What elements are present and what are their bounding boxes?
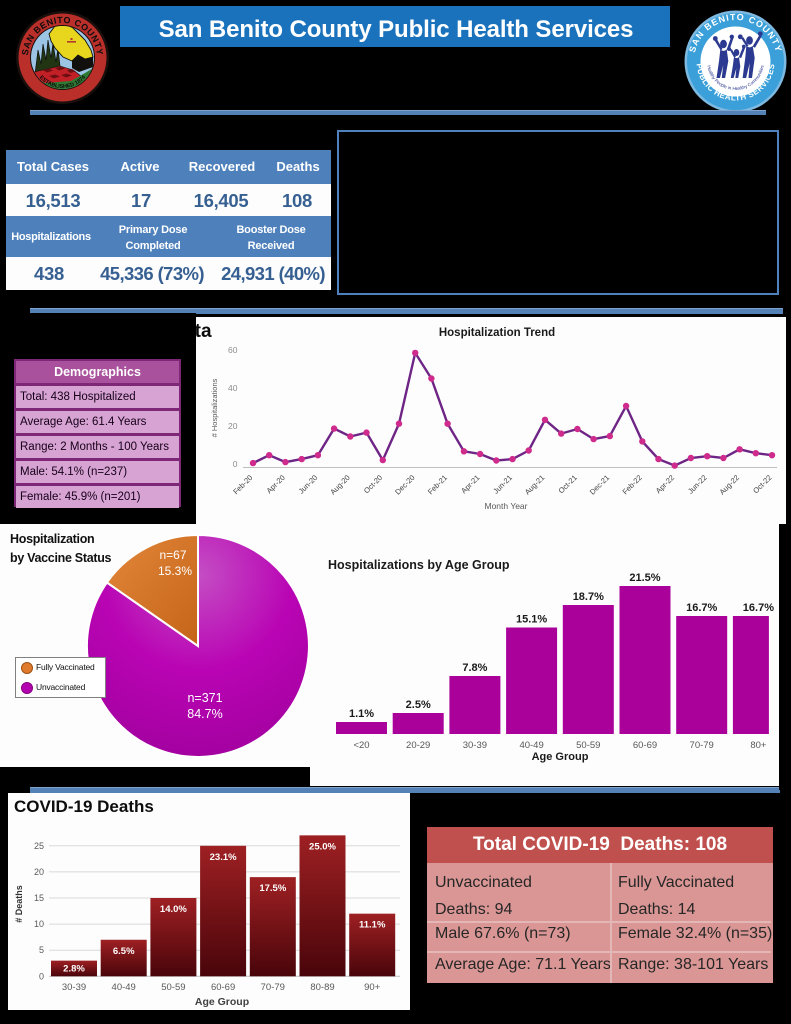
svg-text:Dec-20: Dec-20: [393, 473, 416, 496]
svg-text:n=371: n=371: [187, 691, 222, 705]
svg-text:Feb-22: Feb-22: [621, 473, 644, 496]
svg-text:25: 25: [34, 841, 44, 851]
svg-text:84.7%: 84.7%: [187, 707, 222, 721]
svg-text:60-69: 60-69: [211, 982, 235, 993]
svg-text:25.0%: 25.0%: [309, 841, 336, 852]
svg-text:11.1%: 11.1%: [359, 920, 386, 931]
svg-text:15.1%: 15.1%: [516, 614, 547, 626]
svg-text:50-59: 50-59: [161, 982, 185, 993]
svg-text:40-49: 40-49: [112, 982, 136, 993]
svg-text:0: 0: [233, 459, 238, 469]
svg-text:30-39: 30-39: [62, 982, 86, 993]
svg-text:16.7%: 16.7%: [686, 602, 717, 614]
svg-text:Apr-22: Apr-22: [654, 473, 676, 495]
svg-text:Aug-22: Aug-22: [718, 473, 741, 496]
svg-text:2.8%: 2.8%: [63, 964, 85, 975]
svg-text:n=67: n=67: [159, 548, 186, 562]
svg-text:Aug-21: Aug-21: [523, 473, 546, 496]
svg-text:60: 60: [228, 345, 238, 355]
svg-text:60-69: 60-69: [633, 740, 657, 751]
svg-text:70-79: 70-79: [261, 982, 285, 993]
svg-text:# Deaths: # Deaths: [14, 885, 24, 923]
svg-text:Aug-20: Aug-20: [328, 473, 351, 496]
svg-text:10: 10: [34, 919, 44, 929]
svg-text:7.8%: 7.8%: [462, 662, 487, 674]
svg-text:17.5%: 17.5%: [259, 883, 286, 894]
svg-text:Oct-22: Oct-22: [751, 473, 773, 495]
svg-text:40: 40: [228, 383, 238, 393]
svg-text:40-49: 40-49: [519, 740, 543, 751]
svg-text:Jun-21: Jun-21: [491, 473, 514, 496]
svg-text:Hospitalization Trend: Hospitalization Trend: [439, 327, 555, 339]
svg-text:80+: 80+: [750, 740, 767, 751]
svg-text:Oct-20: Oct-20: [362, 473, 384, 495]
svg-text:18.7%: 18.7%: [573, 591, 604, 603]
svg-text:15.3%: 15.3%: [158, 564, 192, 578]
svg-text:6.5%: 6.5%: [113, 946, 135, 957]
svg-text:20: 20: [34, 867, 44, 877]
svg-text:50-59: 50-59: [576, 740, 600, 751]
svg-text:5: 5: [39, 945, 44, 955]
svg-text:Feb-20: Feb-20: [231, 473, 254, 496]
svg-text:Feb-21: Feb-21: [426, 473, 449, 496]
svg-text:Age Group: Age Group: [532, 751, 589, 763]
svg-text:0: 0: [39, 971, 44, 981]
svg-text:Oct-21: Oct-21: [557, 473, 579, 495]
svg-text:16.7%: 16.7%: [743, 602, 774, 614]
svg-text:23.1%: 23.1%: [210, 852, 237, 863]
svg-text:Jun-20: Jun-20: [297, 473, 320, 496]
svg-text:Apr-20: Apr-20: [265, 473, 287, 495]
svg-text:Age Group: Age Group: [195, 996, 249, 1008]
svg-text:Month Year: Month Year: [484, 501, 527, 511]
svg-text:15: 15: [34, 893, 44, 903]
svg-text:1.1%: 1.1%: [349, 708, 374, 720]
svg-text:20-29: 20-29: [406, 740, 430, 751]
svg-text:Dec-21: Dec-21: [588, 473, 611, 496]
svg-text:70-79: 70-79: [690, 740, 714, 751]
svg-text:Hospitalizations by Age Group: Hospitalizations by Age Group: [328, 558, 510, 572]
svg-text:20: 20: [228, 421, 238, 431]
svg-text:Apr-21: Apr-21: [459, 473, 481, 495]
svg-text:Jun-22: Jun-22: [686, 473, 709, 496]
svg-text:<20: <20: [353, 740, 369, 751]
svg-text:21.5%: 21.5%: [629, 572, 660, 584]
svg-text:2.5%: 2.5%: [406, 699, 431, 711]
svg-text:80-89: 80-89: [310, 982, 334, 993]
svg-text:14.0%: 14.0%: [160, 904, 187, 915]
svg-text:# Hospitalizations: # Hospitalizations: [210, 378, 219, 437]
svg-text:90+: 90+: [364, 982, 381, 993]
svg-text:30-39: 30-39: [463, 740, 487, 751]
